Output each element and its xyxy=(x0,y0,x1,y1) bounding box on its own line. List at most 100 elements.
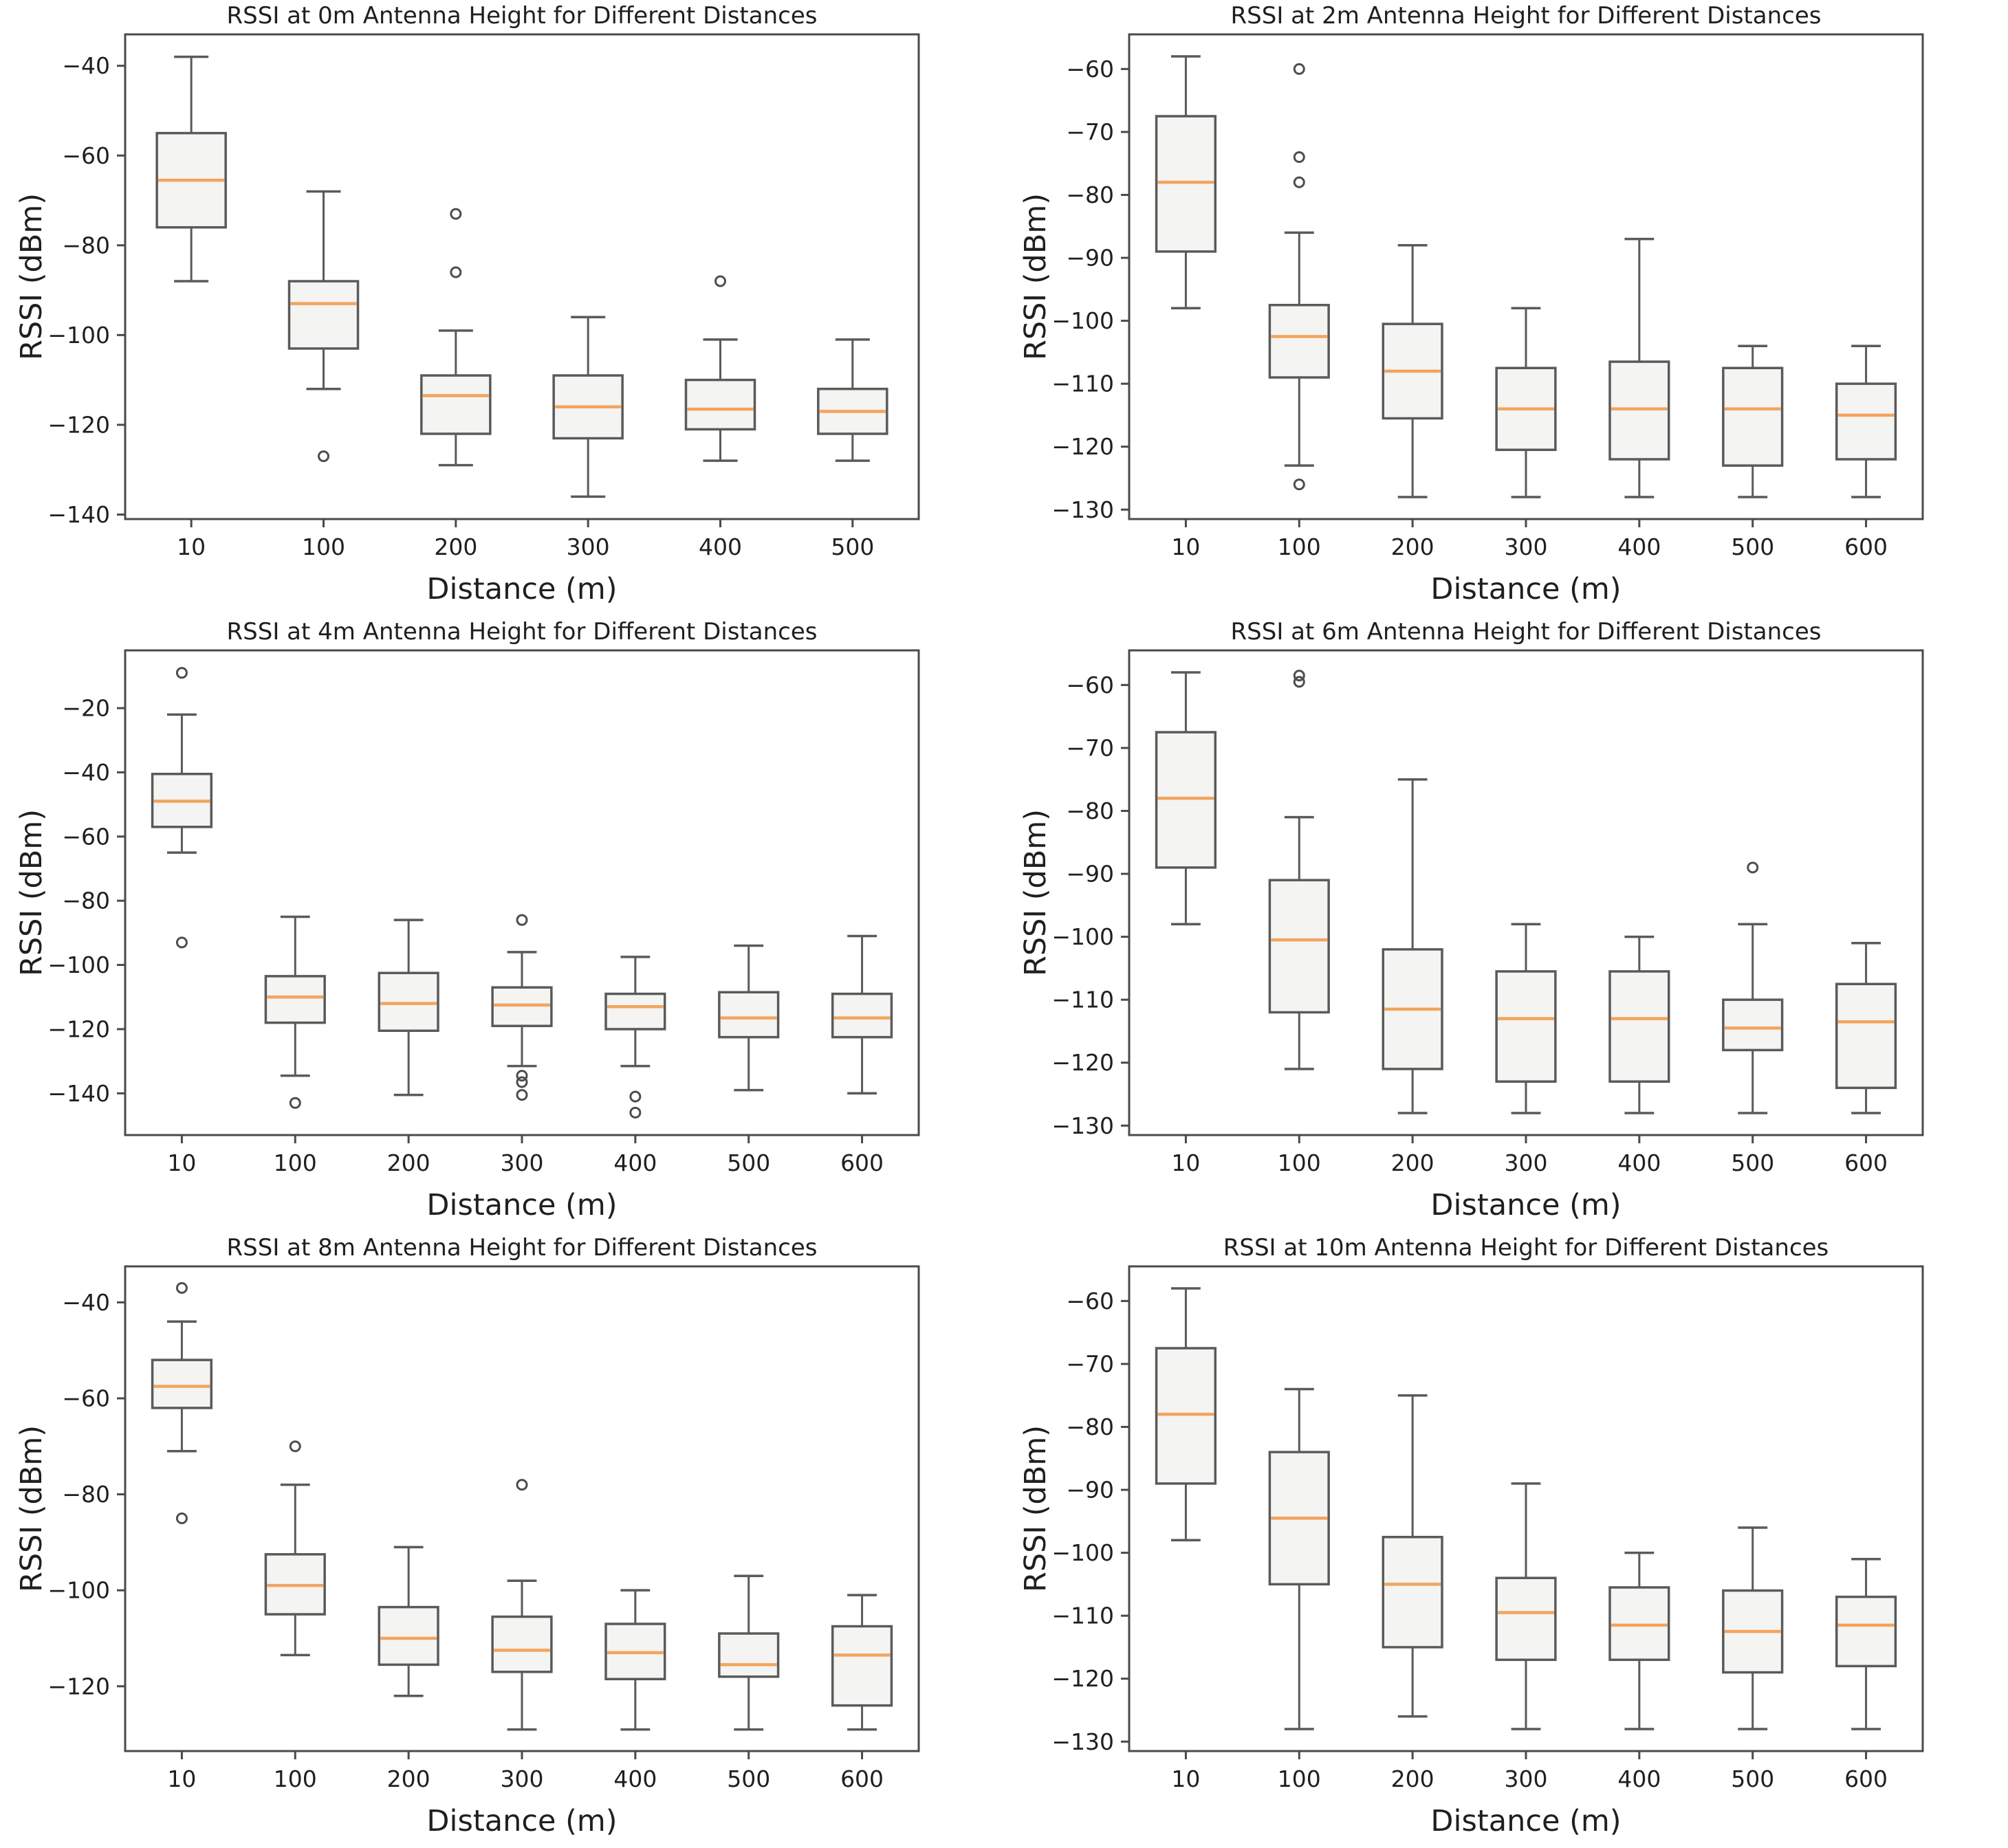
y-axis-label: RSSI (dBm) xyxy=(1018,1425,1053,1592)
box-6m-d600 xyxy=(1835,941,1897,1114)
box-2m-d300 xyxy=(1495,307,1557,498)
axes-frame xyxy=(1128,649,1924,1136)
outlier-point xyxy=(516,914,528,926)
x-tick-label: 400 xyxy=(1617,1766,1661,1792)
x-tick-label: 10 xyxy=(1171,1766,1200,1792)
x-tick-label: 500 xyxy=(831,534,874,560)
x-tick-label: 600 xyxy=(1844,1766,1888,1792)
x-tick-label: 300 xyxy=(567,534,610,560)
outlier-point xyxy=(175,936,188,949)
y-tick-label: −100 xyxy=(47,322,110,349)
subplot-4m-canvas: −140 −120 −100 −80 −60 −40 −20 10 100 200 300 400 50… xyxy=(14,618,920,1222)
x-tick-label: 300 xyxy=(501,1766,544,1792)
chart-title: RSSI at 2m Antenna Height for Different … xyxy=(1231,2,1822,30)
iqr-box xyxy=(831,992,893,1039)
x-axis-label: Distance (m) xyxy=(1430,572,1621,606)
box-4m-d500 xyxy=(718,944,780,1092)
iqr-box xyxy=(1722,998,1784,1052)
box-0m-d200 xyxy=(420,208,492,467)
box-4m-d10 xyxy=(151,667,213,949)
iqr-box xyxy=(718,991,780,1039)
y-tick-label: −90 xyxy=(1066,1477,1114,1504)
y-tick-label: −120 xyxy=(47,1015,110,1042)
box-8m-d10 xyxy=(151,1282,213,1524)
x-tick-label: 200 xyxy=(1391,1150,1434,1176)
y-tick-label: −90 xyxy=(1066,245,1114,272)
iqr-box xyxy=(684,378,756,431)
iqr-box xyxy=(1268,303,1330,379)
x-tick-label: 400 xyxy=(1617,534,1661,560)
y-tick-label: −110 xyxy=(1051,371,1114,397)
y-tick-label: −40 xyxy=(62,52,110,79)
y-tick-label: −80 xyxy=(1066,182,1114,208)
box-2m-d100 xyxy=(1268,63,1330,491)
chart-title: RSSI at 4m Antenna Height for Different … xyxy=(227,618,818,646)
y-tick-label: −100 xyxy=(1051,1539,1114,1566)
y-tick-label: −80 xyxy=(62,888,110,914)
x-tick-label: 200 xyxy=(1391,534,1434,560)
outlier-point xyxy=(318,450,329,463)
x-tick-label: 100 xyxy=(302,534,345,560)
outlier-point xyxy=(629,1106,642,1119)
y-tick-label: −60 xyxy=(1066,672,1114,698)
axes-frame xyxy=(124,649,920,1136)
y-axis-label: RSSI (dBm) xyxy=(1018,193,1053,360)
outlier-point xyxy=(714,275,726,287)
x-tick-label: 100 xyxy=(1278,1766,1321,1792)
iqr-box xyxy=(1835,382,1897,461)
iqr-box xyxy=(604,992,666,1031)
chart-title: RSSI at 6m Antenna Height for Different … xyxy=(1231,618,1822,646)
iqr-box xyxy=(1608,1586,1670,1661)
iqr-box xyxy=(1155,731,1217,869)
box-6m-d200 xyxy=(1382,778,1443,1114)
y-tick-label: −60 xyxy=(1066,56,1114,82)
y-tick-label: −60 xyxy=(62,823,110,850)
y-axis-label: RSSI (dBm) xyxy=(1018,809,1053,976)
outlier-point xyxy=(1293,151,1305,164)
box-4m-d400 xyxy=(604,956,666,1119)
x-axis-label: Distance (m) xyxy=(426,1804,617,1838)
iqr-box xyxy=(831,1625,893,1707)
box-0m-d10 xyxy=(155,55,227,283)
iqr-box xyxy=(1155,115,1217,253)
x-tick-label: 400 xyxy=(1617,1150,1661,1176)
box-6m-d300 xyxy=(1495,923,1557,1114)
iqr-box xyxy=(1382,1535,1443,1649)
x-tick-label: 100 xyxy=(274,1766,317,1792)
y-tick-label: −140 xyxy=(47,1080,110,1107)
y-tick-label: −100 xyxy=(1051,307,1114,334)
y-tick-label: −130 xyxy=(1051,496,1114,523)
box-4m-d300 xyxy=(491,914,553,1101)
subplot-8m-canvas: −120 −100 −80 −60 −40 10 100 200 300 400 500 600 RSS… xyxy=(14,1234,920,1838)
iqr-box xyxy=(1608,360,1670,461)
axes-frame xyxy=(124,1265,920,1752)
axes-frame xyxy=(124,33,920,520)
x-tick-label: 500 xyxy=(1731,534,1774,560)
box-2m-d200 xyxy=(1382,243,1443,498)
box-6m-d400 xyxy=(1608,935,1670,1114)
box-10m-d100 xyxy=(1268,1387,1330,1730)
subplot-6m-canvas: −130 −120 −110 −100 −90 −80 −70 −60 10 100 200 300 4… xyxy=(1018,618,1924,1222)
y-tick-label: −80 xyxy=(1066,798,1114,824)
x-tick-label: 600 xyxy=(1844,534,1888,560)
y-tick-label: −120 xyxy=(1051,1049,1114,1076)
x-tick-label: 200 xyxy=(387,1150,430,1176)
outlier-point xyxy=(1747,861,1759,874)
x-tick-label: 300 xyxy=(1505,1150,1548,1176)
outlier-point xyxy=(516,1089,528,1101)
y-tick-label: −20 xyxy=(62,695,110,722)
box-8m-d100 xyxy=(264,1440,326,1657)
x-axis-label: Distance (m) xyxy=(1430,1804,1621,1838)
x-axis-label: Distance (m) xyxy=(426,1188,617,1222)
subplot-4m-antenna: −140 −120 −100 −80 −60 −40 −20 10 100 200 300 400 50… xyxy=(0,616,1004,1232)
box-4m-d200 xyxy=(378,918,439,1097)
y-tick-label: −130 xyxy=(1051,1728,1114,1755)
box-2m-d10 xyxy=(1155,55,1217,310)
iqr-box xyxy=(1608,970,1670,1083)
axes-frame xyxy=(1128,33,1924,520)
box-8m-d300 xyxy=(491,1479,553,1731)
outlier-point xyxy=(516,1070,528,1082)
iqr-box xyxy=(1722,366,1784,467)
box-0m-d500 xyxy=(817,338,888,462)
y-tick-label: −140 xyxy=(47,501,110,528)
